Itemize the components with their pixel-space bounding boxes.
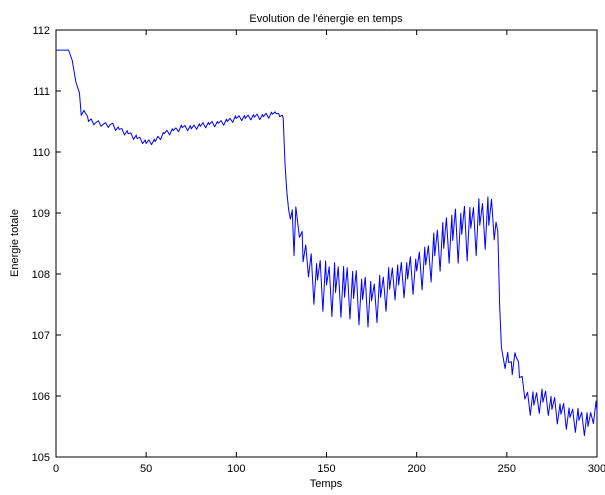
- series-layer: [56, 49, 598, 437]
- plot-area: [55, 29, 598, 458]
- y-axis: 105 106 107 108 109 110 111 112: [32, 25, 597, 464]
- y-tick-label: 107: [32, 330, 50, 342]
- y-tick-label: 111: [33, 86, 50, 98]
- x-axis: 0 50 100 150 200 250 300: [53, 30, 605, 475]
- x-tick-label: 200: [407, 463, 425, 475]
- x-tick-label: 100: [227, 463, 245, 475]
- y-tick-label: 112: [32, 25, 50, 37]
- y-tick-label: 106: [32, 391, 50, 403]
- y-tick-label: 108: [32, 269, 50, 281]
- y-tick-label: 110: [32, 147, 50, 159]
- x-axis-label: Temps: [310, 478, 343, 490]
- x-tick-label: 250: [498, 463, 516, 475]
- y-tick-label: 105: [32, 452, 50, 464]
- x-tick-label: 0: [53, 463, 59, 475]
- y-axis-label: Energie totale: [9, 209, 21, 277]
- y-tick-label: 109: [32, 208, 50, 220]
- x-tick-label: 300: [588, 463, 605, 475]
- series-line-0: [56, 49, 598, 437]
- x-tick-label: 150: [317, 463, 335, 475]
- x-tick-label: 50: [140, 463, 152, 475]
- chart-title: Evolution de l'énergie en temps: [249, 13, 403, 25]
